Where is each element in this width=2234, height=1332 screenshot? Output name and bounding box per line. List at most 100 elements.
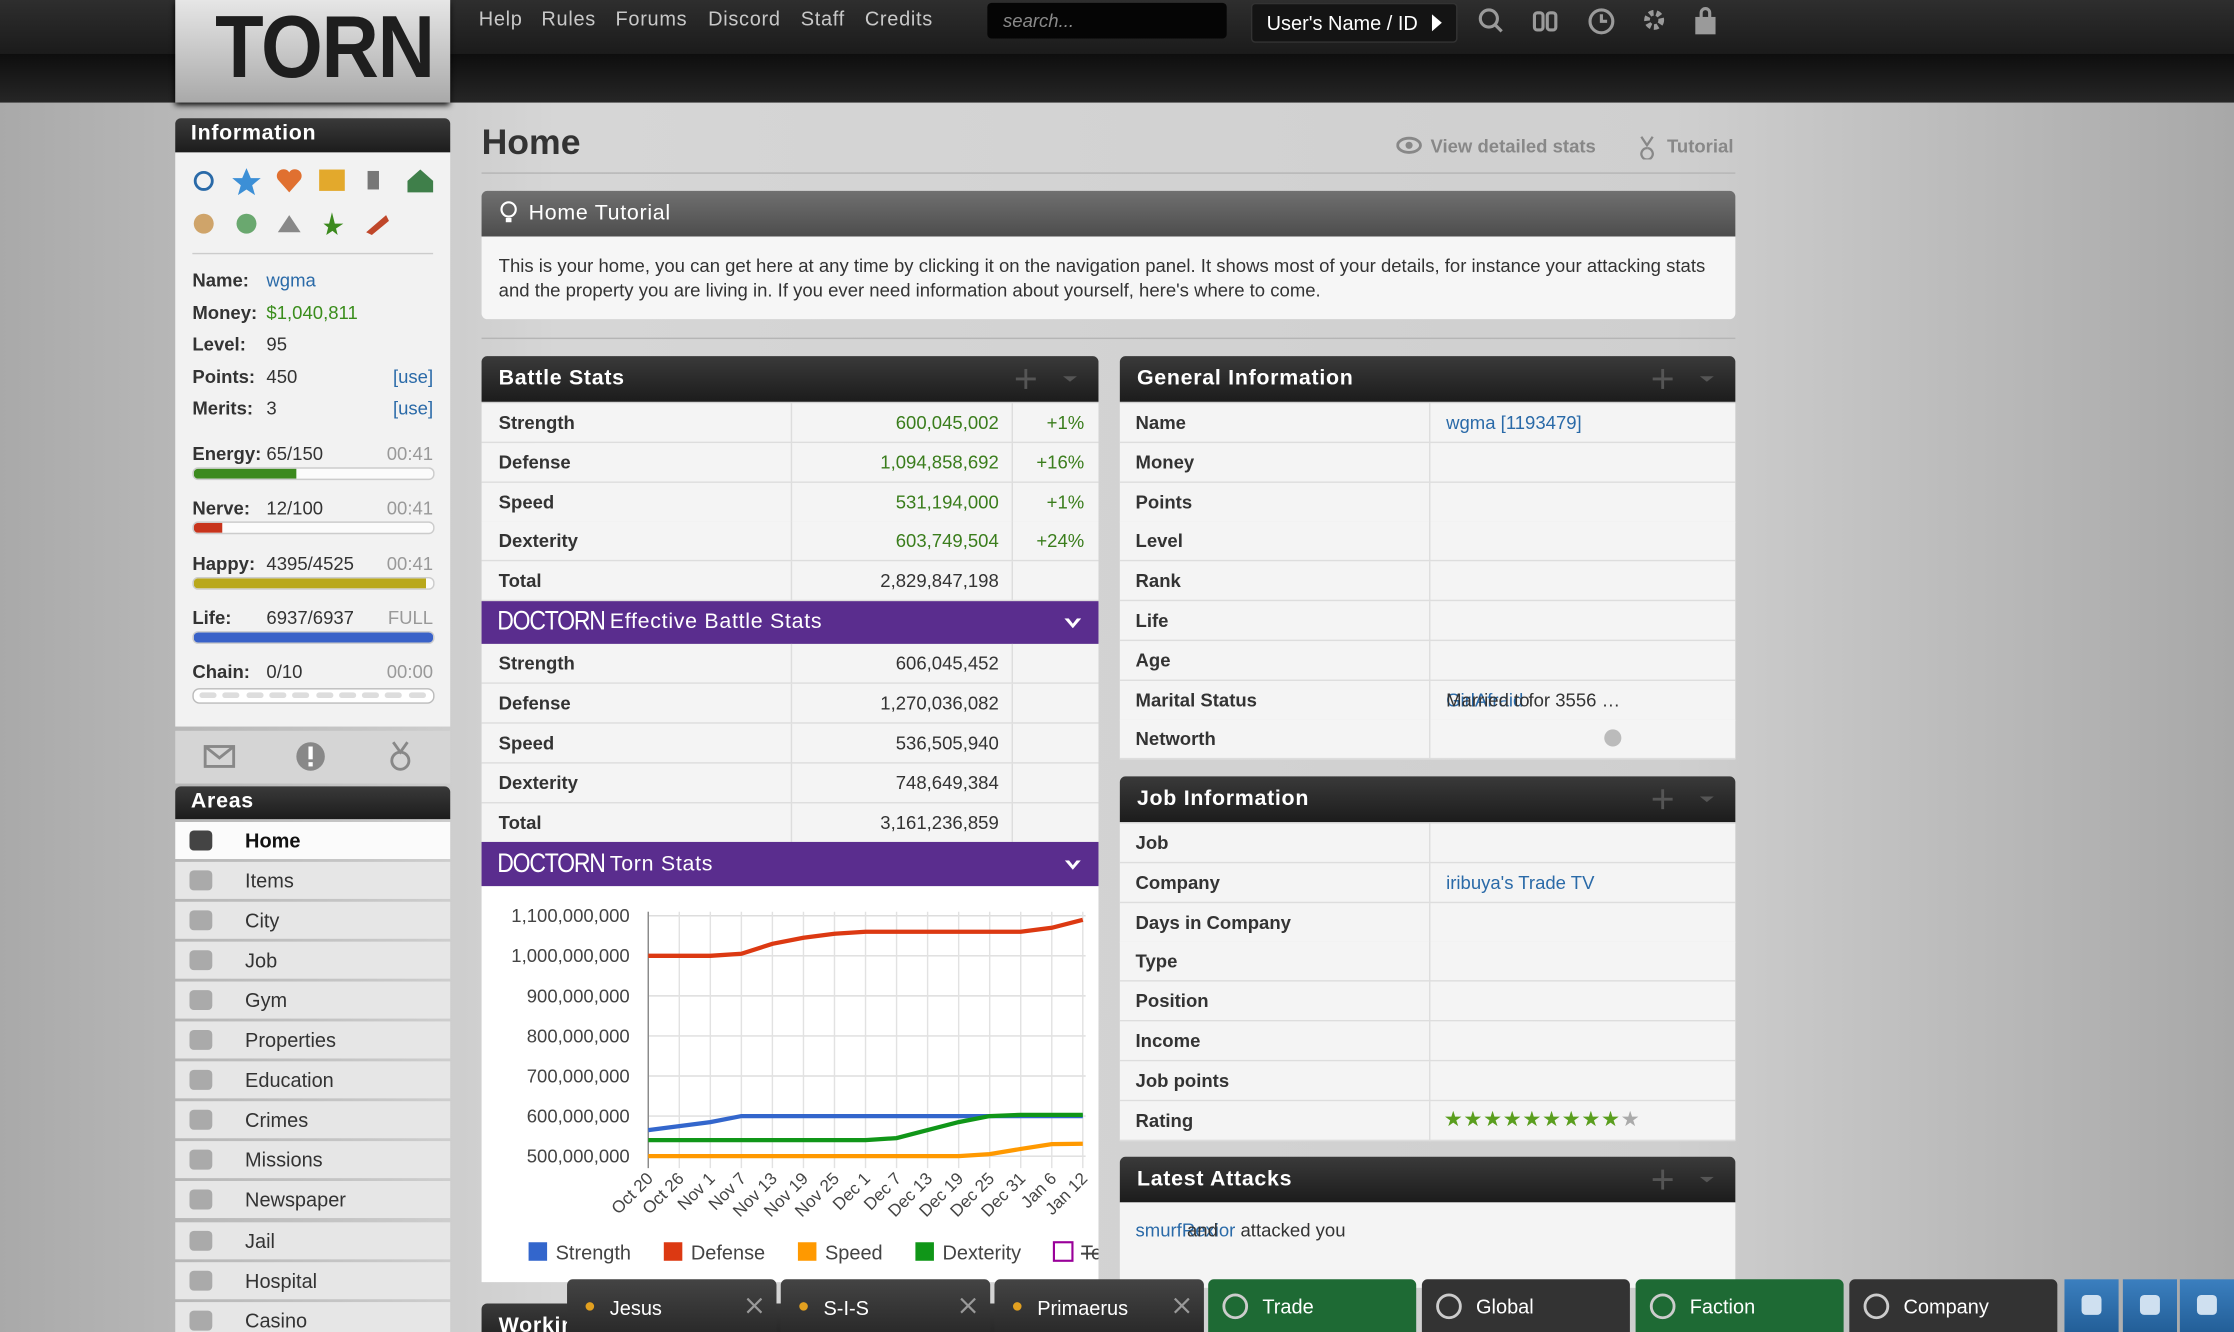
legend-swatch bbox=[915, 1242, 934, 1261]
awards-icon[interactable] bbox=[390, 750, 411, 771]
divider bbox=[481, 172, 1736, 174]
player-link[interactable]: Rexior bbox=[1181, 1219, 1236, 1241]
chat-button-label[interactable]: Company bbox=[1903, 1294, 1989, 1318]
area-link[interactable]: City bbox=[245, 909, 280, 932]
area-link[interactable]: Crimes bbox=[245, 1108, 309, 1132]
info-row bbox=[1119, 863, 1736, 903]
stat-value: 600,045,002 bbox=[895, 411, 999, 434]
nav-link[interactable]: Staff bbox=[800, 7, 845, 30]
use-link[interactable]: [use] bbox=[392, 365, 434, 387]
chat-tab[interactable] bbox=[567, 1279, 777, 1332]
area-icon bbox=[189, 870, 213, 891]
chat-tab-name[interactable]: S-I-S bbox=[823, 1296, 869, 1320]
area-item[interactable] bbox=[175, 941, 451, 979]
clock-icon[interactable] bbox=[1588, 8, 1615, 35]
nav-link[interactable]: Discord bbox=[708, 7, 781, 30]
information-title: Information bbox=[190, 121, 317, 146]
area-link[interactable]: Job bbox=[245, 948, 278, 972]
add-icon bbox=[1024, 368, 1028, 389]
logo[interactable]: TORN bbox=[215, 0, 435, 97]
area-item[interactable] bbox=[175, 821, 451, 860]
info-label: Days in Company bbox=[1135, 911, 1291, 933]
legend-label[interactable]: Strength bbox=[556, 1242, 631, 1264]
area-icon bbox=[189, 1230, 213, 1251]
area-item[interactable] bbox=[175, 1061, 451, 1099]
stat-value: 531,194,000 bbox=[895, 490, 999, 513]
y-tick-label: 1,100,000,000 bbox=[511, 905, 629, 926]
area-link[interactable]: Casino bbox=[245, 1308, 308, 1332]
chain-bar bbox=[192, 688, 435, 704]
area-link[interactable]: Home bbox=[245, 829, 301, 852]
chat-tab-name[interactable]: Primaerus bbox=[1037, 1296, 1129, 1320]
chat-button-label[interactable]: Faction bbox=[1689, 1294, 1756, 1318]
area-item[interactable] bbox=[175, 1301, 451, 1332]
chain-segment bbox=[222, 692, 240, 699]
area-item[interactable] bbox=[175, 861, 451, 899]
settings-icon[interactable] bbox=[1644, 9, 1665, 30]
area-link[interactable]: Jail bbox=[245, 1228, 275, 1252]
nav-link[interactable]: Credits bbox=[864, 7, 934, 30]
profile-link[interactable]: wgma [1193479] bbox=[1446, 411, 1582, 434]
area-link[interactable]: Gym bbox=[245, 988, 288, 1012]
profile-link[interactable]: iribuya's Trade TV bbox=[1446, 871, 1595, 893]
header-icons bbox=[1478, 7, 1716, 35]
area-item[interactable] bbox=[175, 1101, 451, 1139]
job-info-header bbox=[1119, 776, 1736, 822]
chat-button-icon bbox=[1436, 1293, 1462, 1320]
mail-icon[interactable] bbox=[203, 745, 236, 768]
area-link[interactable]: Missions bbox=[245, 1148, 323, 1172]
bar-label: Happy: bbox=[192, 552, 256, 574]
area-item[interactable] bbox=[175, 981, 451, 1019]
area-item[interactable] bbox=[175, 1221, 451, 1259]
detailed-stats-link[interactable]: View detailed stats bbox=[1430, 135, 1596, 157]
chat-button-label[interactable]: Global bbox=[1476, 1294, 1534, 1318]
legend-label[interactable]: Dexterity bbox=[942, 1242, 1021, 1264]
lock-icon[interactable] bbox=[1695, 16, 1716, 35]
bar-label: Nerve: bbox=[192, 497, 250, 519]
nav-link[interactable]: Forums bbox=[615, 7, 688, 30]
info-label: Life bbox=[1135, 609, 1169, 632]
area-link[interactable]: Newspaper bbox=[245, 1188, 346, 1212]
info-row bbox=[1119, 482, 1736, 523]
chain-segment bbox=[385, 692, 403, 699]
stat-row bbox=[481, 643, 1099, 684]
stat-row bbox=[481, 442, 1099, 483]
area-item[interactable] bbox=[175, 1261, 451, 1299]
legend-label[interactable]: Defense bbox=[691, 1242, 765, 1264]
player-link[interactable]: smurf bbox=[1135, 1219, 1182, 1241]
search-icon[interactable] bbox=[1478, 8, 1499, 29]
use-link[interactable]: [use] bbox=[392, 397, 434, 419]
profile-link[interactable]: GirlAfraid bbox=[1446, 688, 1524, 711]
add-icon bbox=[1661, 789, 1665, 810]
text: Married to bbox=[1446, 688, 1535, 711]
area-item[interactable] bbox=[175, 901, 451, 939]
area-link[interactable]: Education bbox=[245, 1068, 334, 1092]
nav-link[interactable]: Rules bbox=[541, 7, 596, 30]
chat-tab-name[interactable]: Jesus bbox=[609, 1296, 662, 1320]
nav-link[interactable]: Help bbox=[478, 7, 523, 30]
logo-box[interactable]: TORN bbox=[175, 0, 451, 103]
binoculars-icon[interactable] bbox=[1532, 11, 1545, 32]
area-link[interactable]: Hospital bbox=[245, 1268, 318, 1292]
info-label: Type bbox=[1135, 950, 1178, 973]
collapse-icon bbox=[1699, 376, 1714, 382]
legend-label[interactable]: Speed bbox=[825, 1242, 883, 1264]
chat-tab[interactable] bbox=[994, 1279, 1204, 1332]
chat-button-label[interactable]: Trade bbox=[1262, 1294, 1314, 1318]
attack-text: smurf and Rexior attacked you bbox=[1135, 1219, 1346, 1242]
stat-name: Total bbox=[498, 570, 542, 592]
tutorial-link[interactable]: Tutorial bbox=[1666, 135, 1734, 157]
area-item[interactable] bbox=[175, 1181, 451, 1219]
col-divider bbox=[1429, 561, 1431, 602]
area-link[interactable]: Items bbox=[245, 869, 294, 892]
search-box[interactable]: search... bbox=[987, 2, 1227, 39]
area-icon bbox=[189, 950, 213, 971]
page-title: Home bbox=[481, 122, 581, 163]
user-button[interactable]: User's Name / ID bbox=[1250, 2, 1458, 43]
legend-label[interactable]: Total bbox=[1081, 1242, 1098, 1264]
info-value[interactable]: wgma bbox=[266, 269, 316, 291]
chat-tab[interactable] bbox=[780, 1279, 991, 1332]
area-item[interactable] bbox=[175, 1021, 451, 1059]
area-link[interactable]: Properties bbox=[245, 1028, 336, 1052]
area-item[interactable] bbox=[175, 1141, 451, 1179]
